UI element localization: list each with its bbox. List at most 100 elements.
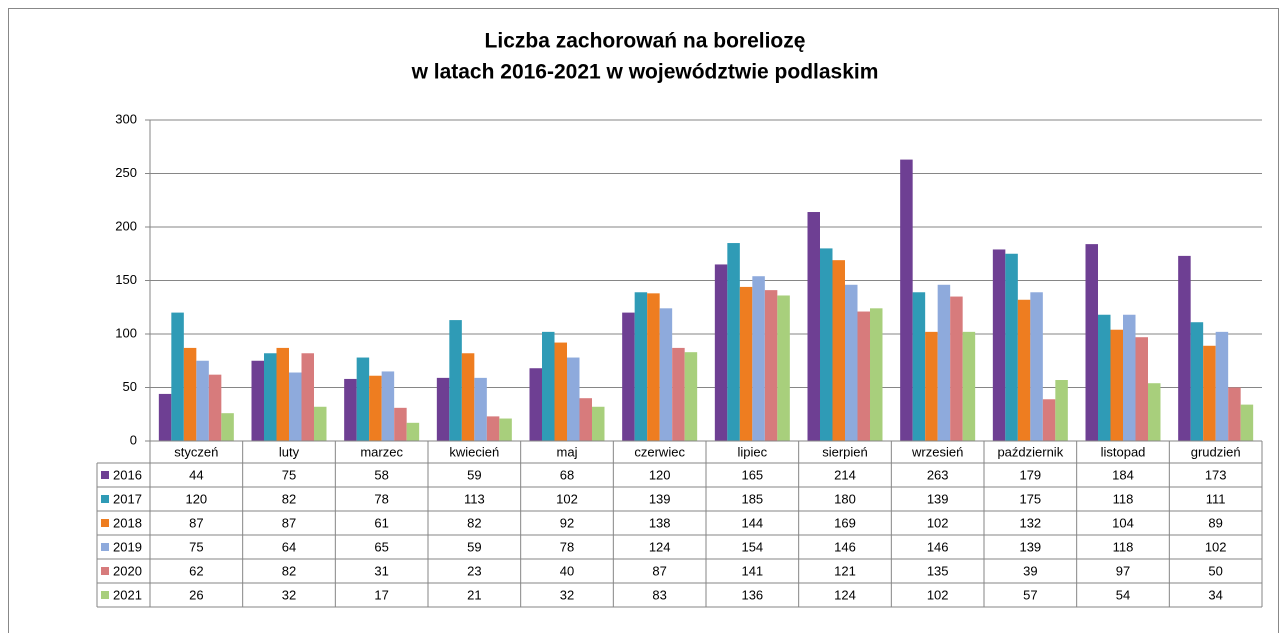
bar xyxy=(579,398,592,441)
table-cell: 83 xyxy=(652,587,666,602)
legend-key xyxy=(101,543,109,551)
table-cell: 54 xyxy=(1116,587,1130,602)
table-cell: 263 xyxy=(927,467,949,482)
table-cell: 40 xyxy=(560,563,574,578)
legend-label: 2016 xyxy=(113,467,142,482)
legend-key xyxy=(101,519,109,527)
table-cell: 180 xyxy=(834,491,856,506)
table-cell: 23 xyxy=(467,563,481,578)
table-cell: 92 xyxy=(560,515,574,530)
legend-label: 2019 xyxy=(113,539,142,554)
bar xyxy=(183,347,197,441)
table-cell: 26 xyxy=(189,587,203,602)
legend-label: 2021 xyxy=(113,587,142,602)
bar xyxy=(764,290,778,441)
table-cell: 139 xyxy=(1019,539,1041,554)
bar xyxy=(739,286,753,441)
legend-key xyxy=(101,495,109,503)
legend-label: 2018 xyxy=(113,515,142,530)
table-cell: 139 xyxy=(649,491,671,506)
x-tick-label: maj xyxy=(557,444,578,459)
bar xyxy=(1228,387,1241,441)
table-cell: 82 xyxy=(282,563,296,578)
table-cell: 82 xyxy=(282,491,296,506)
table-cell: 146 xyxy=(927,539,949,554)
table-cell: 58 xyxy=(374,467,388,482)
bar xyxy=(436,377,450,441)
table-cell: 62 xyxy=(189,563,203,578)
bar xyxy=(714,264,728,441)
bar xyxy=(449,320,462,441)
table-cell: 175 xyxy=(1019,491,1041,506)
table-cell: 32 xyxy=(282,587,296,602)
bar xyxy=(356,357,370,441)
table-cell: 111 xyxy=(1206,491,1226,506)
bar xyxy=(1005,253,1018,441)
table-cell: 185 xyxy=(741,491,763,506)
x-tick-label: październik xyxy=(997,444,1063,459)
bar xyxy=(314,406,327,441)
table-cell: 138 xyxy=(649,515,671,530)
y-tick-label: 200 xyxy=(115,218,137,233)
bar xyxy=(529,368,542,441)
bar xyxy=(807,212,820,441)
y-tick-label: 150 xyxy=(115,272,137,287)
x-tick-label: marzec xyxy=(360,444,403,459)
table-cell: 61 xyxy=(374,515,388,530)
bar xyxy=(1148,383,1161,441)
table-cell: 34 xyxy=(1208,587,1222,602)
table-cell: 141 xyxy=(741,563,763,578)
bar xyxy=(1017,299,1031,441)
bar xyxy=(301,353,314,441)
table-cell: 124 xyxy=(834,587,856,602)
bar xyxy=(251,360,264,441)
bar xyxy=(554,342,567,441)
table-cell: 87 xyxy=(282,515,296,530)
bar xyxy=(647,293,660,441)
table-cell: 102 xyxy=(927,515,949,530)
table-cell: 214 xyxy=(834,467,856,482)
bar xyxy=(1110,329,1123,441)
table-cell: 78 xyxy=(374,491,388,506)
table-cell: 102 xyxy=(1205,539,1227,554)
table-cell: 104 xyxy=(1112,515,1134,530)
x-tick-label: sierpień xyxy=(822,444,868,459)
bar xyxy=(752,276,765,441)
table-cell: 50 xyxy=(1208,563,1222,578)
bar xyxy=(592,406,605,441)
bar xyxy=(900,159,913,441)
table-cell: 68 xyxy=(560,467,574,482)
bar xyxy=(962,331,976,441)
table-cell: 97 xyxy=(1116,563,1130,578)
bar xyxy=(1190,322,1204,441)
x-tick-label: kwiecień xyxy=(449,444,499,459)
table-cell: 179 xyxy=(1019,467,1041,482)
x-tick-label: czerwiec xyxy=(634,444,685,459)
table-cell: 44 xyxy=(189,467,203,482)
bar xyxy=(845,284,858,441)
table-cell: 31 xyxy=(374,563,388,578)
bar xyxy=(937,284,951,441)
table-cell: 132 xyxy=(1019,515,1041,530)
table-cell: 17 xyxy=(374,587,388,602)
y-tick-label: 100 xyxy=(115,325,137,340)
table-cell: 146 xyxy=(834,539,856,554)
bar xyxy=(1030,292,1043,441)
bar xyxy=(672,347,685,441)
bar xyxy=(196,360,209,441)
bar xyxy=(1123,314,1136,441)
x-tick-label: listopad xyxy=(1101,444,1146,459)
bar xyxy=(659,308,673,441)
bar xyxy=(950,296,963,441)
bar xyxy=(1055,380,1068,441)
bar xyxy=(499,418,512,441)
table-cell: 82 xyxy=(467,515,481,530)
bar xyxy=(634,292,648,441)
bar xyxy=(369,375,382,441)
table-cell: 118 xyxy=(1113,539,1134,554)
table-cell: 102 xyxy=(556,491,578,506)
table-cell: 102 xyxy=(927,587,949,602)
bar xyxy=(208,374,222,441)
bar xyxy=(684,352,698,441)
table-cell: 165 xyxy=(741,467,763,482)
